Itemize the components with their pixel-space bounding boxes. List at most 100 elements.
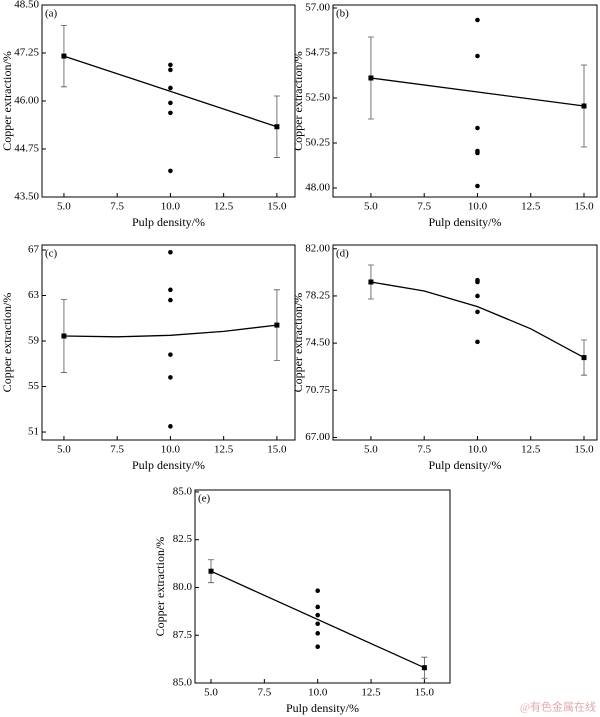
y-tick-label: 87.5	[173, 629, 193, 641]
fit-line	[210, 570, 425, 669]
x-tick-label: 10.0	[161, 201, 181, 213]
data-point	[168, 287, 173, 293]
y-tick-label: 78.25	[305, 289, 330, 301]
data-point	[168, 352, 173, 357]
panel-label: (e)	[198, 493, 211, 505]
y-axis-label: Copper extraction/%	[291, 51, 305, 151]
y-axis-label: Copper extraction/%	[0, 293, 14, 393]
y-tick-label: 50.25	[305, 137, 330, 149]
data-point	[315, 644, 320, 649]
data-point	[168, 297, 173, 303]
y-tick-label: 67	[28, 244, 40, 256]
plot-frame	[194, 489, 451, 684]
data-point	[168, 67, 173, 73]
x-tick-label: 10.0	[468, 444, 488, 456]
plot-frame	[41, 4, 296, 198]
y-tick-label: 82.5	[173, 533, 193, 545]
data-point	[168, 375, 173, 380]
y-tick-label: 57.00	[305, 2, 330, 14]
y-tick-label: 70.75	[305, 384, 330, 396]
x-tick-label: 12.5	[521, 201, 541, 213]
mean-marker	[581, 103, 587, 109]
x-tick-label: 5.0	[57, 444, 71, 456]
y-tick-label: 55	[28, 380, 40, 392]
panel-label: (a)	[45, 8, 58, 20]
y-tick-label: 46.00	[14, 95, 39, 107]
watermark: @有色金属在线	[520, 700, 596, 714]
y-tick-label: 59	[28, 335, 40, 347]
mean-marker	[61, 53, 67, 59]
data-point	[168, 62, 173, 68]
panel-label: (c)	[45, 248, 58, 260]
mean-marker	[581, 355, 587, 361]
x-tick-label: 5.0	[364, 444, 378, 456]
x-axis-label: Pulp density/%	[132, 215, 205, 229]
y-tick-label: 54.75	[305, 47, 330, 59]
data-point	[475, 309, 480, 315]
data-point	[315, 621, 320, 627]
plot-frame	[332, 244, 598, 441]
fit-line	[63, 55, 278, 128]
data-point	[168, 85, 173, 91]
y-tick-label: 51	[28, 426, 39, 438]
mean-marker	[368, 279, 374, 285]
data-point	[168, 110, 173, 116]
x-tick-label: 7.5	[110, 444, 124, 456]
x-tick-label: 5.0	[364, 201, 378, 213]
x-tick-label: 7.5	[257, 687, 271, 699]
y-tick-label: 48.50	[14, 0, 39, 11]
data-point	[475, 125, 480, 131]
x-tick-label: 15.0	[574, 444, 594, 456]
data-point	[315, 604, 320, 610]
x-tick-label: 12.5	[214, 444, 234, 456]
x-tick-label: 7.5	[417, 201, 431, 213]
x-tick-label: 15.0	[574, 201, 594, 213]
y-tick-label: 43.50	[14, 191, 39, 203]
y-tick-label: 85.0	[173, 677, 193, 689]
mean-marker	[368, 75, 374, 81]
panel-label: (d)	[336, 248, 349, 260]
data-point	[315, 612, 320, 618]
fit-line	[63, 324, 277, 338]
plot-frame	[332, 4, 598, 198]
x-tick-label: 7.5	[110, 201, 124, 213]
y-tick-label: 85.0	[173, 485, 193, 497]
plot-frame	[41, 244, 296, 441]
data-point	[315, 588, 320, 594]
x-tick-label: 10.0	[308, 687, 328, 699]
x-tick-label: 15.0	[415, 687, 435, 699]
x-axis-label: Pulp density/%	[132, 458, 205, 472]
x-tick-label: 12.5	[214, 201, 234, 213]
x-tick-label: 5.0	[57, 201, 71, 213]
y-tick-label: 80.0	[173, 581, 193, 593]
x-tick-label: 10.0	[161, 444, 181, 456]
y-tick-label: 63	[28, 289, 40, 301]
x-axis-label: Pulp density/%	[428, 215, 501, 229]
data-point	[168, 249, 173, 255]
fit-line	[370, 77, 585, 107]
y-tick-label: 74.50	[305, 337, 330, 349]
y-axis-label: Copper extraction/%	[153, 537, 167, 637]
data-point	[168, 168, 173, 174]
x-tick-label: 7.5	[417, 444, 431, 456]
mean-marker	[208, 568, 214, 574]
data-point	[475, 17, 480, 23]
panel-label: (b)	[336, 8, 349, 20]
mean-marker	[61, 333, 67, 339]
x-axis-label: Pulp density/%	[286, 701, 359, 715]
x-tick-label: 5.0	[204, 687, 218, 699]
data-point	[475, 339, 480, 345]
y-tick-label: 44.75	[14, 143, 39, 155]
data-point	[475, 150, 480, 156]
mean-marker	[274, 124, 280, 130]
y-axis-label: Copper extraction/%	[0, 51, 14, 151]
fit-line	[370, 281, 585, 359]
x-tick-label: 12.5	[521, 444, 541, 456]
y-tick-label: 48.00	[305, 182, 330, 194]
data-point	[475, 293, 480, 299]
data-point	[475, 53, 480, 59]
data-point	[315, 631, 320, 636]
y-tick-label: 52.50	[305, 92, 330, 104]
y-tick-label: 82.00	[305, 242, 330, 254]
